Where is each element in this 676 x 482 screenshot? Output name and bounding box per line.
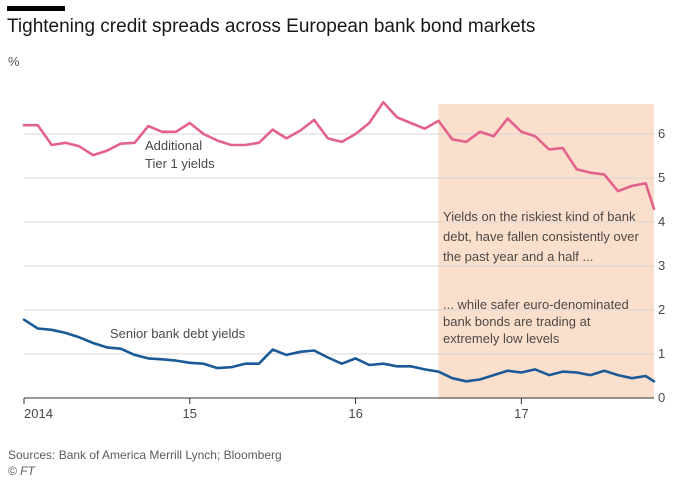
riskiest-debt-annotation-line: the past year and a half ...: [443, 249, 593, 264]
senior-series-label: Senior bank debt yields: [110, 326, 246, 341]
at1-yield-line: [22, 101, 656, 211]
at1-series-label-line: Additional: [145, 138, 202, 153]
riskiest-debt-annotation: Yields on the riskiest kind of bank debt,…: [443, 209, 640, 264]
title-rule: [7, 6, 65, 11]
chart-title: Tightening credit spreads across Europea…: [7, 16, 536, 37]
riskiest-debt-annotation-line: debt, have fallen consistently over: [443, 229, 640, 244]
x-tick-label: 17: [514, 406, 528, 421]
senior-yield-line: [22, 318, 656, 383]
y-tick-label: 6: [658, 126, 665, 141]
y-tick-label: 1: [658, 346, 665, 361]
x-tick-label: 15: [183, 406, 197, 421]
y-tick-label: 5: [658, 170, 665, 185]
x-tick-label: 2014: [24, 406, 53, 421]
y-tick-label: 2: [658, 302, 665, 317]
copyright-note: © FT: [8, 464, 35, 478]
riskiest-debt-annotation-line: Yields on the riskiest kind of bank: [443, 209, 636, 224]
shaded-period-region: [438, 104, 654, 398]
safer-bonds-annotation-line: ... while safer euro-denominated: [443, 297, 629, 312]
at1-series-label: Additional Tier 1 yields: [145, 138, 215, 171]
x-tick-label: 16: [348, 406, 362, 421]
y-tick-label: 0: [658, 390, 665, 405]
at1-series-label-line: Tier 1 yields: [145, 156, 215, 171]
safer-bonds-annotation-line: bank bonds are trading at: [443, 314, 591, 329]
safer-bonds-annotation-line: extremely low levels: [443, 331, 560, 346]
safer-bonds-annotation: ... while safer euro-denominated bank bon…: [443, 297, 629, 346]
y-tick-label: 4: [658, 214, 665, 229]
y-tick-label: 3: [658, 258, 665, 273]
y-axis-unit-label: %: [8, 54, 20, 69]
source-note: Sources: Bank of America Merrill Lynch; …: [8, 448, 282, 462]
senior-series-label-line: Senior bank debt yields: [110, 326, 246, 341]
